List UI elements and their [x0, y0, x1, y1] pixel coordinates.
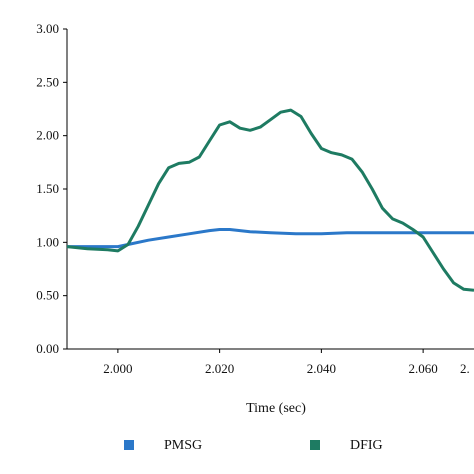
- y-tick-label: 2.50: [36, 74, 59, 89]
- series-line-dfig: [66, 108, 474, 292]
- y-tick-label: 0.00: [36, 341, 59, 356]
- x-tick-label: 2.040: [307, 361, 336, 376]
- plot-axes: [66, 29, 474, 350]
- legend-label-dfig: DFIG: [350, 438, 383, 453]
- series-lines: [66, 108, 474, 292]
- y-tick-label: 3.00: [36, 21, 59, 36]
- x-tick-label: 2.: [460, 361, 470, 376]
- x-tick-label: 2.020: [205, 361, 234, 376]
- legend-swatch-pmsg: [124, 440, 134, 450]
- axis-ticks: 0.00 0.50 1.00 1.50 2.00 2.50 3.00 2.000 2.020 2.…: [36, 21, 470, 376]
- legend-swatch-dfig: [310, 440, 320, 450]
- y-tick-label: 0.50: [36, 288, 59, 303]
- y-tick-label: 2.00: [36, 128, 59, 143]
- x-tick-label: 2.000: [103, 361, 132, 376]
- legend: PMSG DFIG: [124, 438, 383, 453]
- legend-label-pmsg: PMSG: [164, 438, 202, 453]
- x-axis-label: Time (sec): [246, 401, 306, 416]
- y-tick-label: 1.00: [36, 234, 59, 249]
- x-tick-label: 2.060: [409, 361, 438, 376]
- y-tick-label: 1.50: [36, 181, 59, 196]
- series-line-pmsg: [67, 228, 474, 249]
